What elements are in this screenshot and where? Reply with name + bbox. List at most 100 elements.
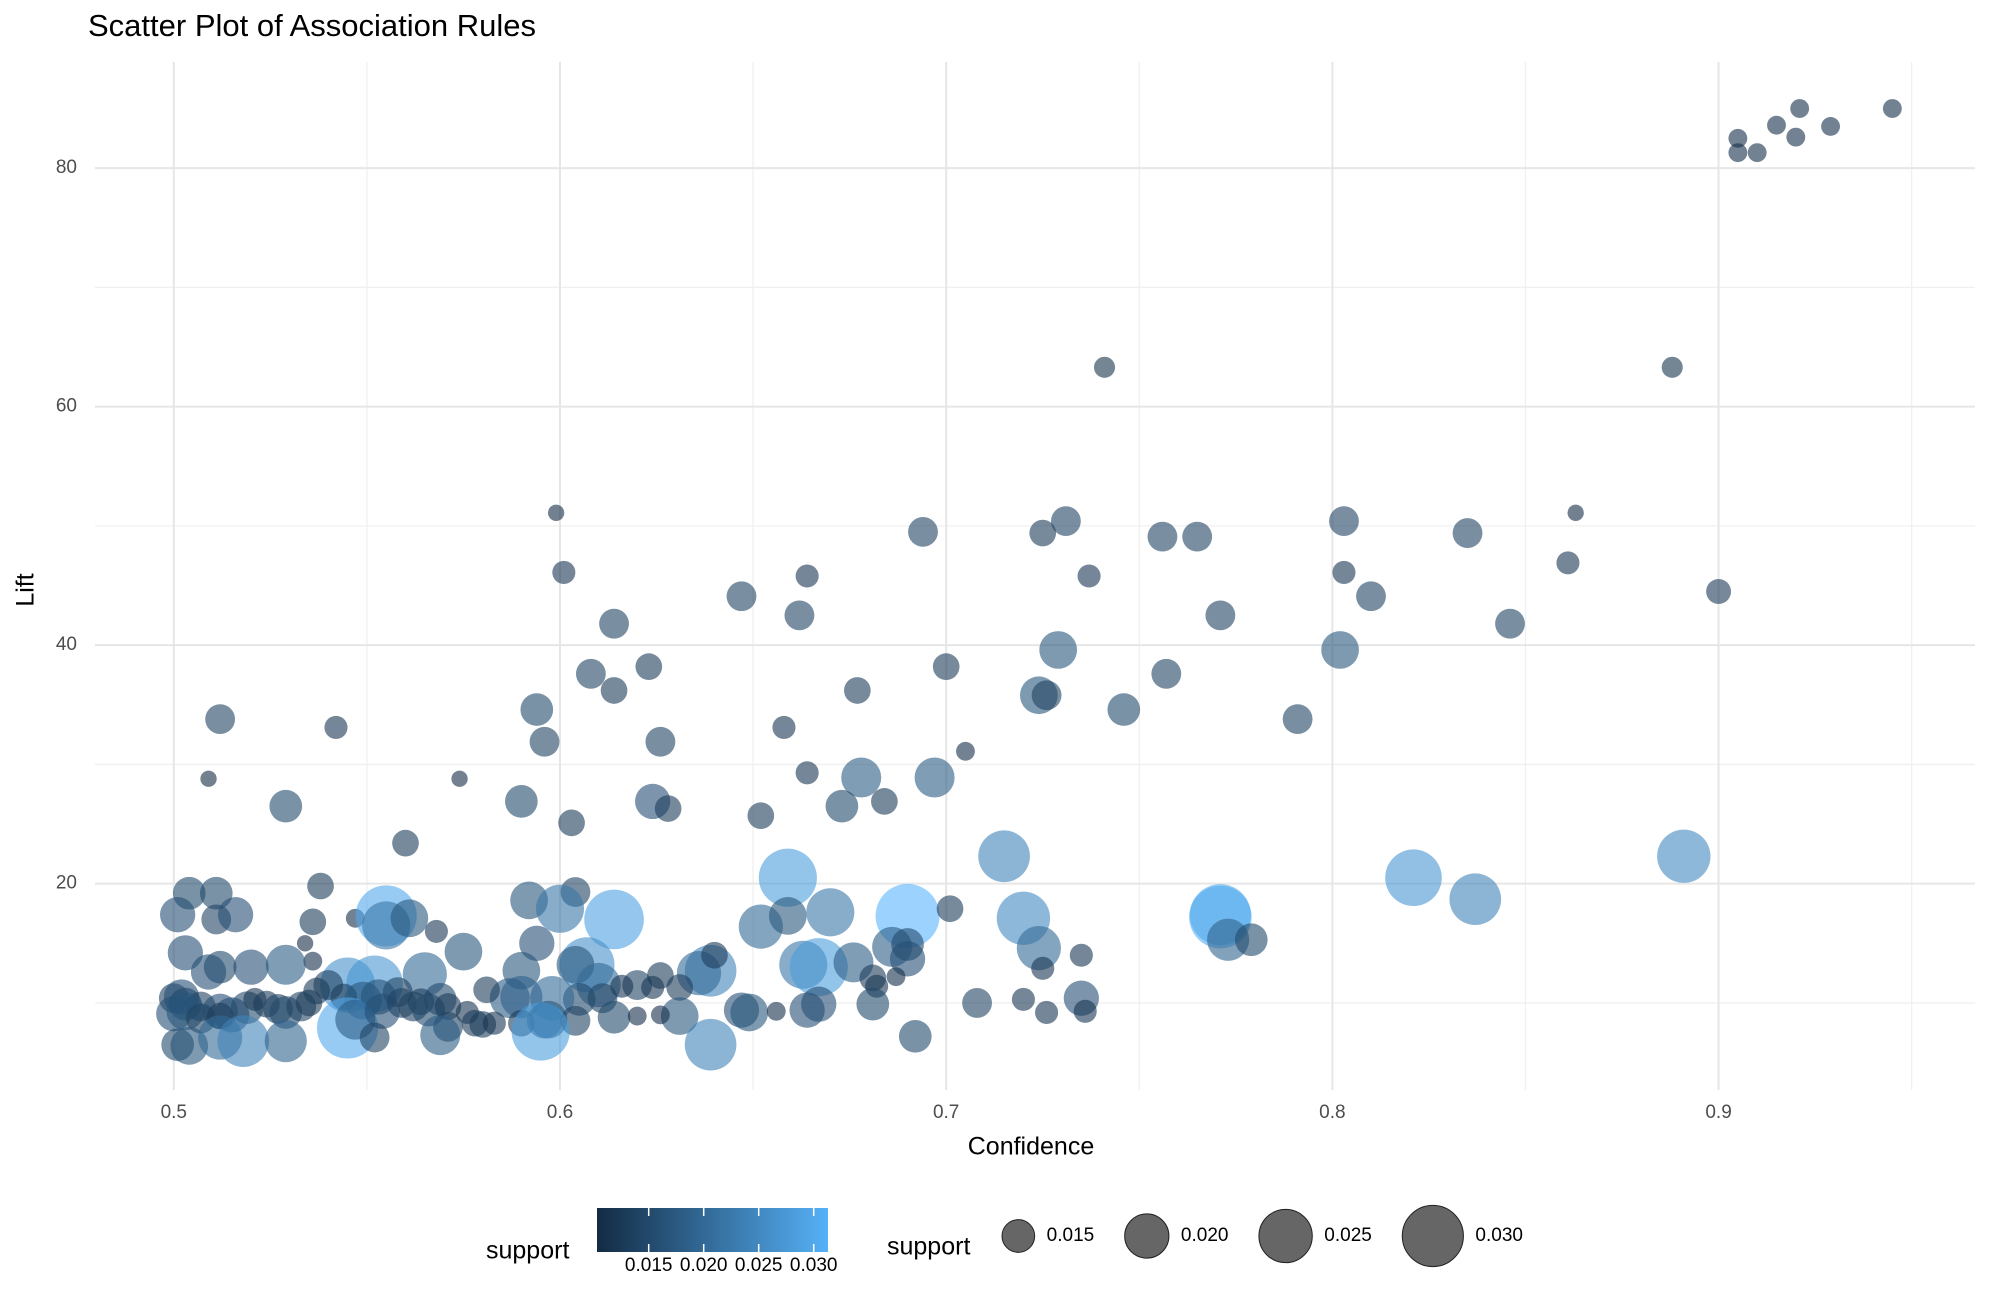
- point: [1073, 999, 1097, 1023]
- size-legend-key: [1124, 1213, 1170, 1259]
- point: [908, 516, 938, 547]
- point: [1728, 128, 1748, 148]
- point: [825, 789, 859, 823]
- point: [1332, 560, 1356, 584]
- point: [552, 560, 576, 584]
- size-legend-label: 0.030: [1475, 1225, 1523, 1246]
- point: [1234, 923, 1268, 957]
- color-legend-label: 0.030: [790, 1255, 838, 1276]
- point: [801, 986, 837, 1022]
- point: [1031, 956, 1055, 980]
- x-tick-label: 0.9: [1705, 1102, 1731, 1123]
- color-bar: [597, 1208, 828, 1252]
- point: [434, 993, 462, 1020]
- x-tick-label: 0.5: [161, 1102, 187, 1123]
- point: [1567, 504, 1584, 521]
- point: [1282, 704, 1313, 735]
- point: [784, 600, 815, 631]
- point: [547, 504, 565, 521]
- point: [1821, 116, 1840, 136]
- point: [1385, 849, 1442, 907]
- point: [390, 899, 429, 938]
- point: [558, 809, 585, 837]
- point: [1039, 631, 1078, 669]
- point: [217, 897, 254, 933]
- point: [597, 1000, 631, 1034]
- point: [482, 1011, 506, 1035]
- size-legend-label: 0.015: [1047, 1225, 1095, 1246]
- point: [1657, 829, 1711, 883]
- size-legend-title: support: [887, 1233, 970, 1261]
- chart-title: Scatter Plot of Association Rules: [88, 8, 536, 43]
- point: [914, 757, 955, 798]
- point: [1077, 564, 1101, 588]
- point: [758, 848, 817, 907]
- point: [936, 895, 964, 923]
- point: [726, 581, 757, 612]
- point: [1882, 99, 1902, 118]
- point: [730, 993, 769, 1032]
- point: [1329, 506, 1359, 537]
- points: [156, 99, 1902, 1071]
- point: [575, 658, 606, 689]
- point: [511, 1002, 570, 1061]
- point: [1029, 519, 1057, 547]
- point: [795, 761, 819, 785]
- point: [1050, 506, 1081, 537]
- color-legend-label: 0.020: [680, 1255, 728, 1276]
- point: [789, 938, 848, 997]
- point: [520, 693, 554, 726]
- point: [1205, 600, 1236, 631]
- point: [1728, 143, 1748, 163]
- point: [217, 1015, 270, 1067]
- point: [684, 1018, 737, 1071]
- point: [519, 925, 555, 961]
- point: [1790, 99, 1810, 118]
- point: [264, 1020, 307, 1063]
- point: [650, 1005, 670, 1025]
- point: [529, 726, 560, 757]
- point: [932, 653, 960, 680]
- point: [299, 908, 327, 936]
- point: [962, 988, 992, 1018]
- point: [795, 564, 819, 588]
- y-tick-label: 80: [56, 157, 77, 178]
- point: [296, 935, 314, 952]
- point: [307, 872, 334, 900]
- point: [841, 757, 882, 798]
- point: [324, 715, 348, 740]
- point: [205, 704, 236, 735]
- point: [535, 884, 585, 933]
- y-tick-label: 20: [56, 873, 77, 894]
- point: [886, 967, 906, 987]
- color-legend-label: 0.015: [625, 1255, 673, 1276]
- point: [1495, 608, 1525, 639]
- point: [1767, 115, 1786, 135]
- y-axis-label: Lift: [12, 573, 40, 606]
- point: [190, 954, 227, 990]
- point: [768, 897, 807, 935]
- y-tick-label: 60: [56, 396, 77, 417]
- point: [1786, 127, 1806, 147]
- size-legend-key: [1001, 1219, 1036, 1253]
- point: [701, 941, 728, 969]
- x-tick-label: 0.7: [933, 1102, 959, 1123]
- point: [269, 789, 303, 823]
- point: [1747, 143, 1767, 163]
- point: [978, 830, 1030, 883]
- size-legend-key: [1258, 1208, 1313, 1264]
- point: [747, 802, 775, 830]
- y-tick-label: 40: [56, 634, 77, 655]
- point: [1706, 579, 1732, 604]
- point: [666, 974, 694, 1001]
- point: [1035, 1000, 1059, 1025]
- point: [1556, 551, 1580, 575]
- color-legend-label: 0.025: [735, 1255, 783, 1276]
- point: [871, 788, 898, 815]
- point: [645, 726, 676, 757]
- point: [392, 829, 419, 857]
- point: [295, 989, 323, 1017]
- color-legend-title: support: [486, 1237, 569, 1265]
- point: [627, 1006, 647, 1026]
